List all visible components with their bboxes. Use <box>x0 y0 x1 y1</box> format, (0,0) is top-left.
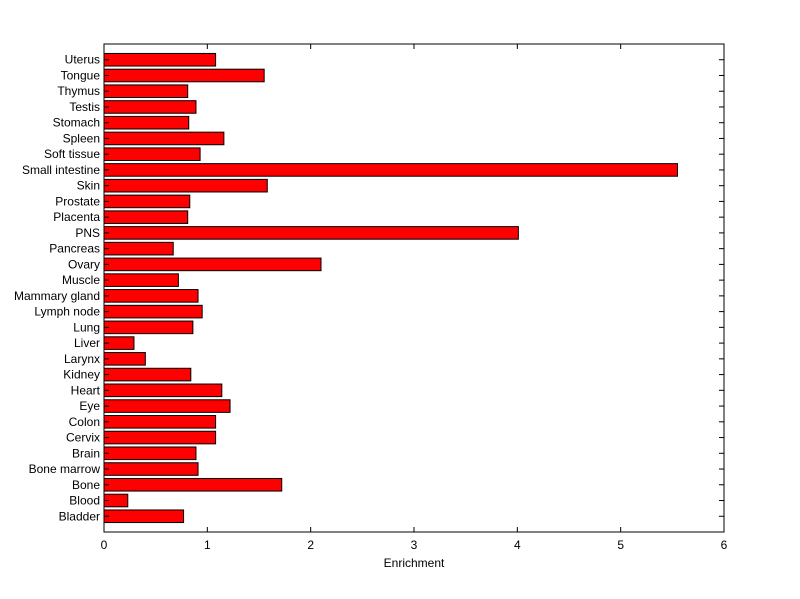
x-tick-label: 5 <box>617 538 624 552</box>
y-tick-label: Thymus <box>57 84 100 98</box>
y-tick-label: Cervix <box>66 431 100 445</box>
y-tick-label: Larynx <box>64 352 100 366</box>
y-tick-label: Pancreas <box>49 242 100 256</box>
bar <box>103 415 217 429</box>
bar <box>103 163 678 177</box>
bar <box>103 147 201 161</box>
x-axis-title: Enrichment <box>384 556 445 570</box>
bar <box>103 289 199 303</box>
y-tick-label: Liver <box>74 336 100 350</box>
y-tick-label: Lymph node <box>34 305 100 319</box>
bar <box>103 320 194 335</box>
x-tick-label: 3 <box>411 538 418 552</box>
plot-background <box>104 44 724 532</box>
x-tick-label: 2 <box>307 538 314 552</box>
y-tick-label: Mammary gland <box>14 289 100 303</box>
y-tick-label: Kidney <box>63 368 100 382</box>
bar <box>103 352 146 366</box>
bar <box>103 462 199 476</box>
y-tick-label: Testis <box>69 100 100 114</box>
x-tick-label: 1 <box>204 538 211 552</box>
bar <box>103 477 283 492</box>
y-tick-label: Blood <box>69 494 100 508</box>
bar <box>103 399 231 413</box>
y-tick-label: Bone <box>72 478 100 492</box>
plot-frame <box>103 43 725 533</box>
x-tick-label: 4 <box>514 538 521 552</box>
y-tick-label: Prostate <box>55 194 100 208</box>
bar <box>103 257 322 272</box>
y-tick-label: Ovary <box>68 257 100 271</box>
y-tick-label: Colon <box>69 415 100 429</box>
bar <box>103 68 265 83</box>
bar <box>103 100 197 114</box>
y-tick-label: Stomach <box>53 116 100 130</box>
bar <box>103 509 185 524</box>
bar <box>103 446 197 461</box>
y-tick-label: Bone marrow <box>29 462 101 476</box>
bar <box>103 52 217 67</box>
y-tick-label: Small intestine <box>22 163 100 177</box>
y-tick-label: PNS <box>75 226 100 240</box>
y-tick-label: Spleen <box>63 131 100 145</box>
bar <box>103 115 190 130</box>
y-tick-label: Bladder <box>59 509 100 523</box>
bar <box>103 178 268 193</box>
y-tick-label: Lung <box>73 320 100 334</box>
bar <box>103 273 179 287</box>
y-tick-label: Skin <box>77 179 100 193</box>
y-tick-label: Muscle <box>62 273 100 287</box>
x-tick-label: 6 <box>721 538 728 552</box>
bar <box>103 131 225 146</box>
bar <box>103 241 174 256</box>
bar <box>103 367 192 382</box>
y-tick-label: Brain <box>72 446 100 460</box>
y-tick-label: Eye <box>79 399 100 413</box>
bar <box>103 210 189 224</box>
y-tick-label: Soft tissue <box>44 147 100 161</box>
y-tick-label: Heart <box>71 383 101 397</box>
bar <box>103 383 223 398</box>
bar <box>103 84 189 99</box>
bar <box>103 430 217 445</box>
y-tick-label: Placenta <box>53 210 100 224</box>
bar <box>103 304 203 319</box>
bar <box>103 194 191 209</box>
y-tick-label: Tongue <box>61 68 101 82</box>
x-tick-label: 0 <box>101 538 108 552</box>
y-tick-label: Uterus <box>65 53 100 67</box>
bar <box>103 226 519 240</box>
